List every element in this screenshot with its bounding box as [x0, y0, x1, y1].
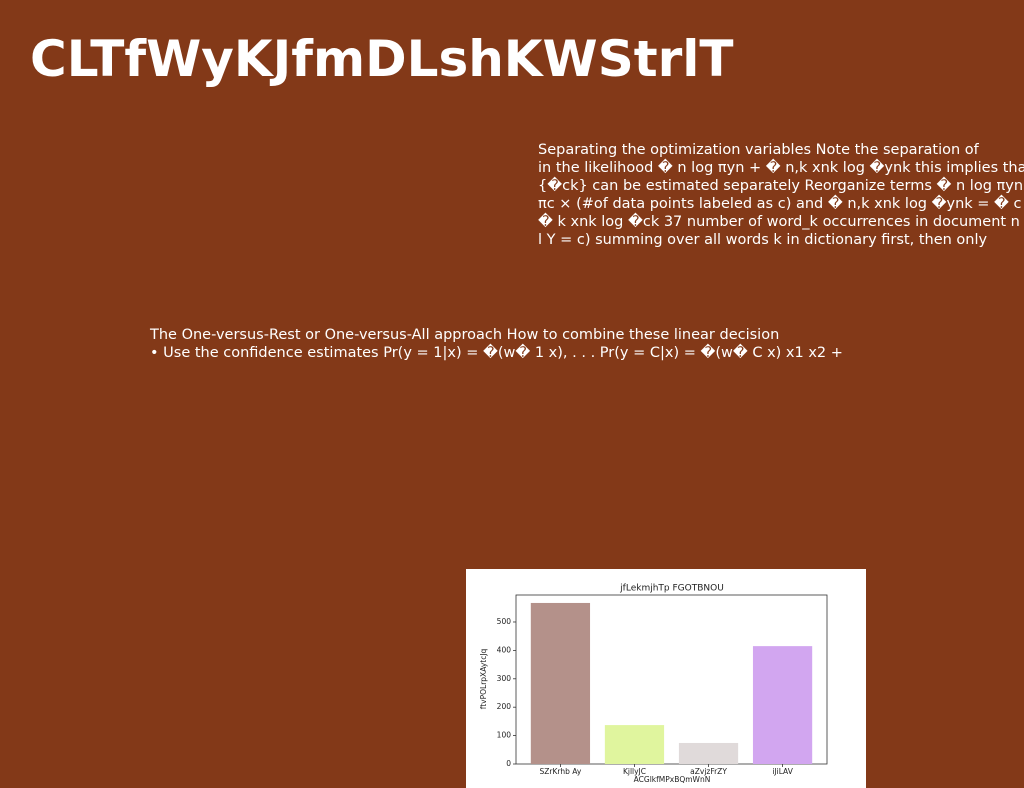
slide-title: CLTfWyKJfmDLshKWStrlT	[30, 30, 734, 88]
y-tick-label: 400	[497, 645, 512, 654]
bar	[752, 646, 813, 764]
text-line: � k xnk log �ck 37 number of word_k occu…	[538, 214, 1020, 230]
text-line: in the likelihood � n log πyn + � n,k xn…	[538, 160, 1024, 176]
text-block: Separating the optimization variables No…	[538, 141, 1024, 249]
text-line: l Y = c) summing over all words k in dic…	[538, 232, 988, 248]
plot-frame	[515, 594, 828, 765]
x-axis-label: ACGlkfMPxBQmWnN	[634, 775, 711, 784]
y-tick-label: 300	[497, 674, 512, 683]
y-tick-label: 500	[497, 617, 512, 626]
bar	[678, 742, 739, 764]
chart: jfLekmjhTp FGOTBNOU ACGlkfMPxBQmWnN ftvP…	[466, 569, 866, 788]
y-tick-label: 0	[506, 759, 511, 768]
y-tick-label: 200	[497, 702, 512, 711]
text-line: πc × (#of data points labeled as c) and …	[538, 196, 1024, 212]
text-line: The One-versus-Rest or One-versus-All ap…	[150, 327, 780, 343]
text-block: The One-versus-Rest or One-versus-All ap…	[150, 326, 843, 362]
y-axis-label: ftvPOLrpXAytcJq	[479, 648, 488, 709]
x-tick-label: iJiLAV	[772, 767, 793, 776]
x-tick-label: aZvjzFrZY	[690, 767, 727, 776]
bar	[604, 725, 665, 764]
x-tick-label: KjllyJC	[623, 767, 646, 776]
bar	[530, 602, 591, 764]
x-tick-label: SZrKrhb Ay	[540, 767, 582, 776]
chart-title: jfLekmjhTp FGOTBNOU	[619, 584, 724, 594]
text-line: • Use the confidence estimates Pr(y = 1|…	[150, 345, 843, 361]
text-line: {�ck} can be estimated separately Reorga…	[538, 178, 1024, 194]
text-line: Separating the optimization variables No…	[538, 142, 979, 158]
y-tick-label: 100	[497, 731, 512, 740]
